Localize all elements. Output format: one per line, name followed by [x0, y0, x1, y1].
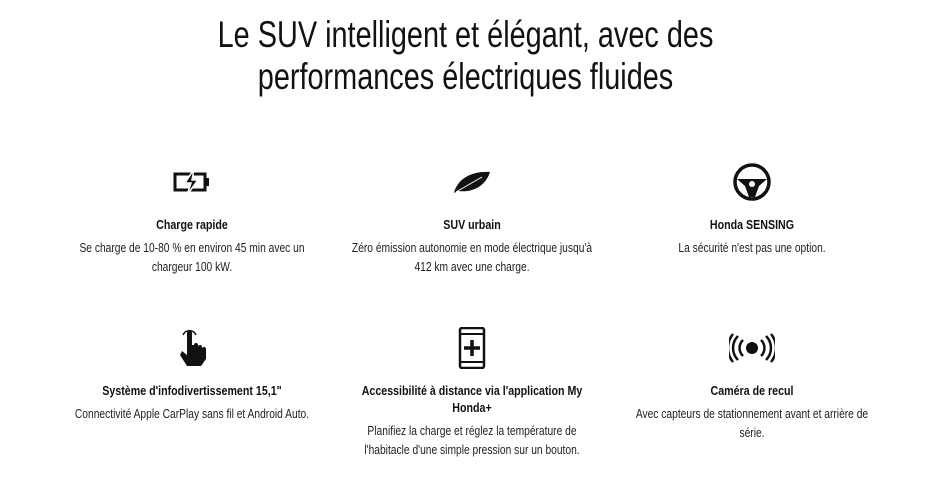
- feature-text: Se charge de 10-80 % en environ 45 min a…: [79, 241, 305, 274]
- feature-text: Zéro émission autonomie en mode électriq…: [351, 241, 593, 274]
- feature-charge-rapide: Charge rapide Se charge de 10-80 % en en…: [42, 162, 342, 277]
- battery-charge-icon: [42, 162, 342, 202]
- feature-camera-recul: Caméra de recul Avec capteurs de station…: [602, 328, 902, 443]
- feature-infodivertissement: Système d'infodivertissement 15,1" Conne…: [42, 328, 342, 424]
- feature-title: Accessibilité à distance via l'applicati…: [361, 383, 583, 415]
- title-line-2: performances électriques fluides: [257, 56, 674, 97]
- feature-text: Connectivité Apple CarPlay sans fil et A…: [74, 407, 310, 421]
- feature-title: Honda SENSING: [709, 217, 795, 232]
- feature-title: Caméra de recul: [710, 383, 794, 398]
- feature-honda-sensing: Honda SENSING La sécurité n'est pas une …: [602, 162, 902, 258]
- feature-text: Planifiez la charge et réglez la tempéra…: [364, 424, 580, 457]
- touch-hand-icon: [42, 328, 342, 368]
- feature-title: Charge rapide: [156, 217, 228, 232]
- feature-suv-urbain: SUV urbain Zéro émission autonomie en mo…: [322, 162, 622, 277]
- feature-text: Avec capteurs de stationnement avant et …: [635, 407, 869, 440]
- phone-plus-icon: [322, 327, 622, 369]
- title-line-1: Le SUV intelligent et élégant, avec des: [217, 14, 714, 55]
- feature-title: Système d'infodivertissement 15,1": [102, 383, 282, 398]
- feature-my-honda: Accessibilité à distance via l'applicati…: [322, 327, 622, 460]
- sensor-icon: [602, 328, 902, 368]
- steering-wheel-icon: [602, 162, 902, 202]
- page-title: Le SUV intelligent et élégant, avec des …: [102, 14, 828, 98]
- leaf-icon: [322, 162, 622, 202]
- feature-title: SUV urbain: [443, 217, 501, 232]
- feature-text: La sécurité n'est pas une option.: [678, 241, 826, 255]
